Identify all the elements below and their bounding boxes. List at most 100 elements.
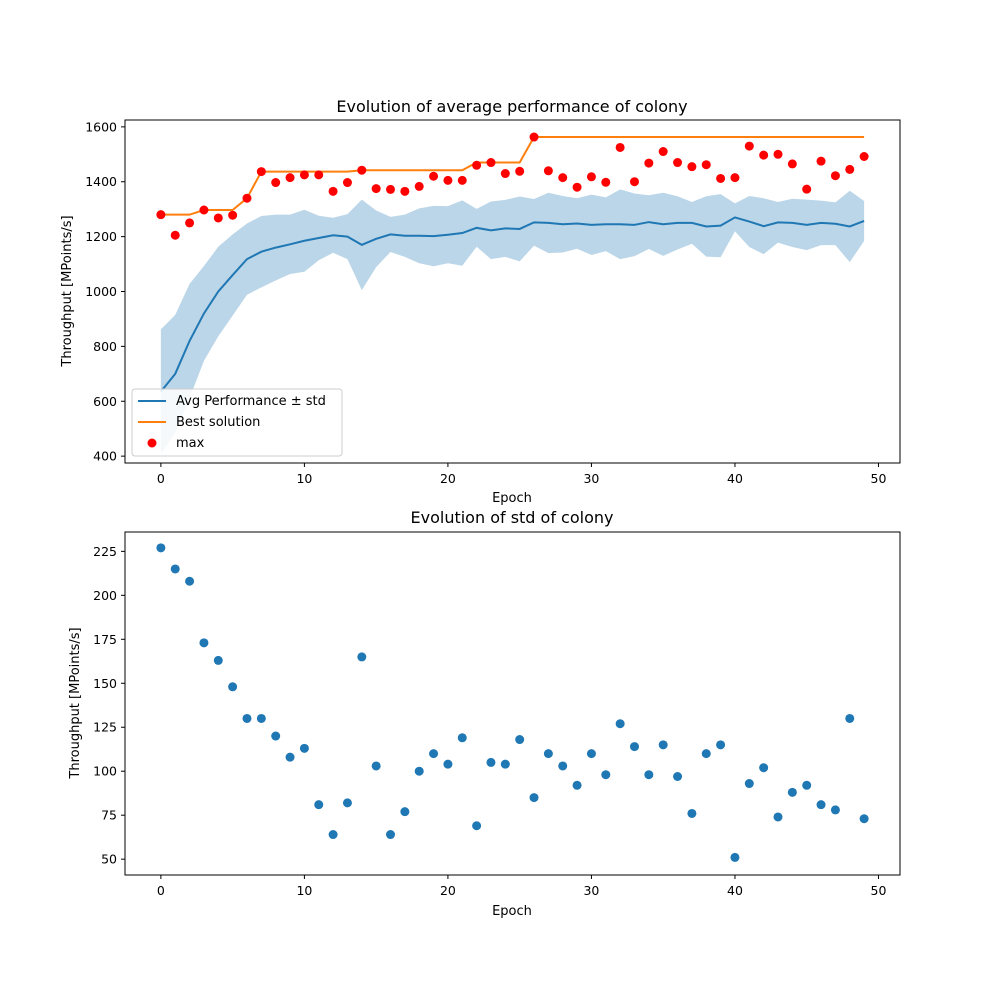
std-point: [773, 812, 783, 822]
std-point: [443, 759, 453, 769]
std-point: [687, 808, 697, 818]
max-point: [429, 171, 439, 181]
max-point: [500, 169, 510, 179]
max-point: [314, 170, 324, 180]
std-point: [845, 713, 855, 723]
top-x-tick-label: 20: [440, 471, 456, 486]
bottom-x-tick-label: 40: [727, 883, 743, 898]
max-point: [443, 175, 453, 185]
std-point: [199, 638, 209, 648]
top-x-tick-label: 40: [727, 471, 743, 486]
max-point: [213, 213, 223, 223]
bottom-y-tick-label: 150: [93, 676, 117, 691]
max-point: [730, 173, 740, 183]
max-point: [414, 181, 424, 191]
max-point: [185, 218, 195, 228]
max-point: [170, 230, 180, 240]
max-point: [486, 158, 496, 168]
bottom-y-tick-label: 50: [101, 852, 117, 867]
std-point: [658, 740, 668, 750]
top-y-axis-label: Throughput [MPoints/s]: [60, 215, 75, 367]
max-point: [673, 158, 683, 168]
top-y-tick-label: 600: [93, 394, 117, 409]
std-point: [529, 793, 539, 803]
bottom-x-tick-label: 20: [440, 883, 456, 898]
max-point: [342, 178, 352, 188]
max-point: [156, 210, 166, 220]
std-point: [830, 805, 840, 815]
max-point: [830, 171, 840, 181]
max-point: [285, 173, 295, 183]
max-point: [328, 186, 338, 196]
std-point: [371, 761, 381, 771]
top-chart-title: Evolution of average performance of colo…: [336, 97, 687, 116]
std-point: [486, 757, 496, 767]
legend-max-label: max: [176, 436, 205, 451]
std-point: [730, 852, 740, 862]
max-point: [457, 175, 467, 185]
max-point: [644, 158, 654, 168]
top-y-tick-label: 1200: [85, 229, 117, 244]
max-point: [472, 160, 482, 170]
std-point: [328, 830, 338, 840]
max-point: [601, 177, 611, 187]
top-y-tick-label: 1600: [85, 119, 117, 134]
std-point: [787, 787, 797, 797]
bottom-chart-title: Evolution of std of colony: [411, 508, 614, 527]
bottom-plot-frame: [124, 531, 901, 876]
std-point: [429, 749, 439, 759]
std-point: [213, 655, 223, 665]
top-std-band: [160, 189, 865, 454]
std-point: [228, 682, 238, 692]
max-point: [271, 178, 281, 188]
max-point: [199, 205, 209, 215]
std-point: [185, 576, 195, 586]
bottom-y-tick-label: 175: [93, 632, 117, 647]
std-point: [271, 731, 281, 741]
top-x-tick-label: 0: [157, 471, 165, 486]
std-point: [457, 733, 467, 743]
max-point: [400, 186, 410, 196]
top-x-tick-label: 30: [583, 471, 599, 486]
bottom-y-tick-label: 125: [93, 720, 117, 735]
top-y-tick-label: 1400: [85, 174, 117, 189]
bottom-y-tick-label: 225: [93, 544, 117, 559]
max-point: [816, 156, 826, 166]
std-point: [744, 779, 754, 789]
std-point: [170, 564, 180, 574]
bottom-y-tick-label: 200: [93, 588, 117, 603]
max-point: [716, 173, 726, 183]
legend-avg-label: Avg Performance ± std: [176, 394, 326, 409]
max-point: [615, 142, 625, 152]
std-point: [644, 770, 654, 780]
bottom-x-tick-label: 50: [871, 883, 887, 898]
max-point: [787, 159, 797, 169]
bottom-x-tick-label: 0: [157, 883, 165, 898]
bottom-chart: Evolution of std of colony 0 10 20 30 40 50 5…: [68, 508, 901, 919]
bottom-y-tick-label: 100: [93, 764, 117, 779]
max-point: [586, 172, 596, 182]
std-point: [299, 743, 309, 753]
std-point: [816, 800, 826, 810]
avg-performance-line: [160, 216, 865, 393]
top-series-lines: [160, 136, 865, 393]
max-point: [256, 167, 266, 177]
std-point: [472, 821, 482, 831]
top-x-tick-label: 50: [871, 471, 887, 486]
top-y-axis: 400 600 800 1000 1200 1400 1600: [85, 119, 125, 464]
std-point: [759, 763, 769, 773]
std-point: [500, 759, 510, 769]
max-point: [629, 177, 639, 187]
legend-box: [131, 388, 343, 457]
max-point: [744, 141, 754, 151]
max-point: [371, 184, 381, 194]
max-point: [299, 170, 309, 180]
std-point: [400, 807, 410, 817]
top-legend: Avg Performance ± std Best solution max: [131, 388, 343, 457]
std-point: [572, 780, 582, 790]
max-point: [859, 152, 869, 161]
max-point: [558, 173, 568, 183]
top-y-tick-label: 1000: [85, 284, 117, 299]
std-point: [285, 752, 295, 762]
legend-best-label: Best solution: [176, 415, 260, 430]
